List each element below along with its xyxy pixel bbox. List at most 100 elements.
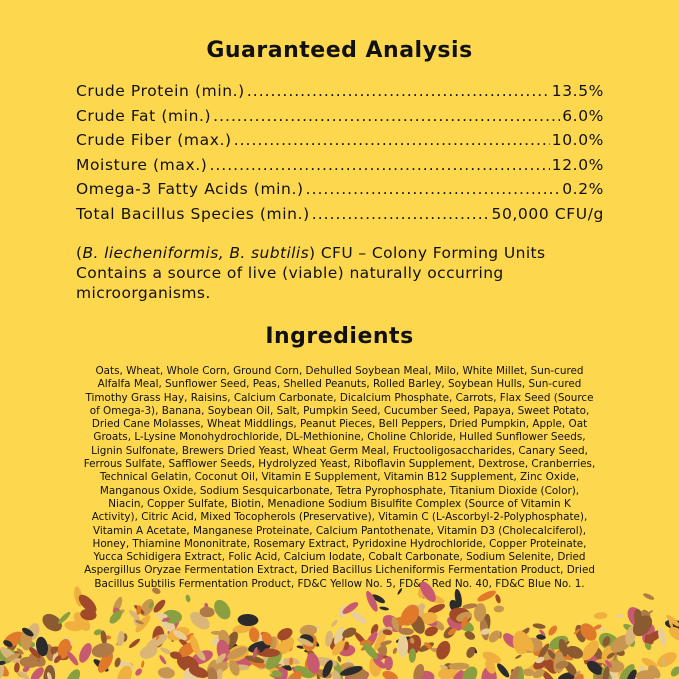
seed — [522, 668, 535, 677]
ingredients-line: Timothy Grass Hay, Raisins, Calcium Carb… — [85, 391, 594, 404]
seed — [424, 642, 433, 650]
seed — [408, 648, 417, 663]
seed — [91, 642, 115, 658]
ingredients-list: Oats, Wheat, Whole Corn, Ground Corn, De… — [40, 365, 639, 591]
seed — [424, 626, 438, 637]
seed — [78, 594, 97, 613]
seed — [139, 645, 158, 659]
nutrient-label: Crude Fat (min.) — [76, 106, 212, 125]
seed — [265, 651, 282, 670]
seed — [436, 640, 451, 660]
seed — [658, 627, 667, 647]
seed — [626, 669, 637, 679]
seed — [391, 616, 400, 632]
seed — [79, 643, 92, 663]
seed — [117, 631, 125, 646]
nutrient-value: 10.0% — [551, 131, 604, 149]
seed — [51, 646, 57, 654]
seed — [4, 653, 21, 662]
seed — [581, 640, 599, 661]
seed — [668, 620, 673, 628]
seed — [199, 606, 215, 618]
seed — [322, 660, 333, 678]
seed — [647, 610, 654, 615]
seed — [593, 612, 608, 620]
seed — [635, 670, 656, 679]
seed — [397, 588, 403, 595]
seed-mix-image — [0, 581, 679, 679]
dot-leader — [234, 131, 550, 149]
ingredients-line: Niacin, Copper Sulfate, Biotin, Menadion… — [108, 497, 571, 510]
seed — [464, 631, 476, 640]
seed — [337, 655, 342, 663]
analysis-row: Moisture (max.) 12.0% — [76, 156, 604, 181]
seed — [606, 652, 615, 659]
dot-leader — [213, 107, 560, 125]
seed — [400, 604, 420, 626]
seed — [289, 657, 294, 666]
seed — [670, 666, 679, 677]
seed — [333, 661, 343, 679]
seed — [538, 643, 550, 659]
seed — [214, 599, 231, 620]
seed — [496, 663, 510, 678]
seed — [372, 594, 385, 604]
seed — [473, 603, 487, 622]
seed — [185, 594, 191, 603]
seed — [114, 657, 121, 668]
seed — [382, 670, 398, 679]
seed — [666, 614, 679, 627]
seed — [380, 640, 392, 646]
analysis-row: Crude Fat (min.) 6.0% — [76, 107, 604, 132]
seed — [190, 635, 200, 655]
seed — [480, 628, 491, 635]
dot-leader — [209, 156, 549, 174]
seed — [382, 629, 393, 636]
seed — [155, 634, 160, 641]
seed — [366, 590, 378, 612]
seed — [229, 660, 240, 676]
seed — [148, 601, 154, 609]
seed — [488, 630, 501, 643]
nutrient-value: 0.2% — [562, 180, 604, 198]
seed — [169, 651, 182, 660]
nutrient-value: 13.5% — [551, 82, 604, 100]
seed — [453, 670, 464, 679]
seed — [135, 620, 144, 625]
seed — [439, 664, 448, 670]
seed — [252, 647, 258, 659]
analysis-row: Total Bacillus Species (min.) 50,000 CFU/… — [76, 205, 604, 230]
seed — [342, 627, 357, 638]
seed — [362, 642, 378, 660]
seed — [643, 593, 655, 600]
seed — [2, 655, 8, 662]
seed — [135, 668, 142, 676]
ingredients-line: Lignin Sulfonate, Brewers Dried Yeast, W… — [91, 444, 588, 457]
seed — [226, 631, 238, 649]
seed — [17, 670, 30, 679]
seed — [544, 658, 558, 674]
seed — [406, 634, 422, 655]
dot-leader — [306, 180, 561, 198]
seed — [0, 660, 6, 666]
seed — [306, 652, 320, 674]
seed — [0, 646, 20, 664]
nutrient-value: 12.0% — [551, 155, 604, 174]
seed — [160, 647, 172, 655]
seed — [616, 613, 624, 619]
ingredients-line: Technical Gelatin, Coconut Oil, Vitamin … — [99, 471, 580, 484]
seed — [493, 605, 505, 613]
seed — [547, 649, 556, 660]
seed — [532, 623, 546, 629]
seed — [54, 655, 62, 664]
dot-leader — [312, 205, 490, 223]
ingredients-line: Honey, Thiamine Mononitrate, Rosemary Ex… — [92, 537, 587, 550]
seed — [331, 619, 338, 627]
seed — [128, 609, 140, 621]
ingredients-line: Alfalfa Meal, Sunflower Seed, Peas, Shel… — [97, 378, 582, 391]
seed — [325, 630, 333, 647]
seed — [340, 665, 363, 676]
seed — [536, 634, 546, 640]
seed — [605, 659, 613, 668]
seed — [294, 665, 314, 679]
